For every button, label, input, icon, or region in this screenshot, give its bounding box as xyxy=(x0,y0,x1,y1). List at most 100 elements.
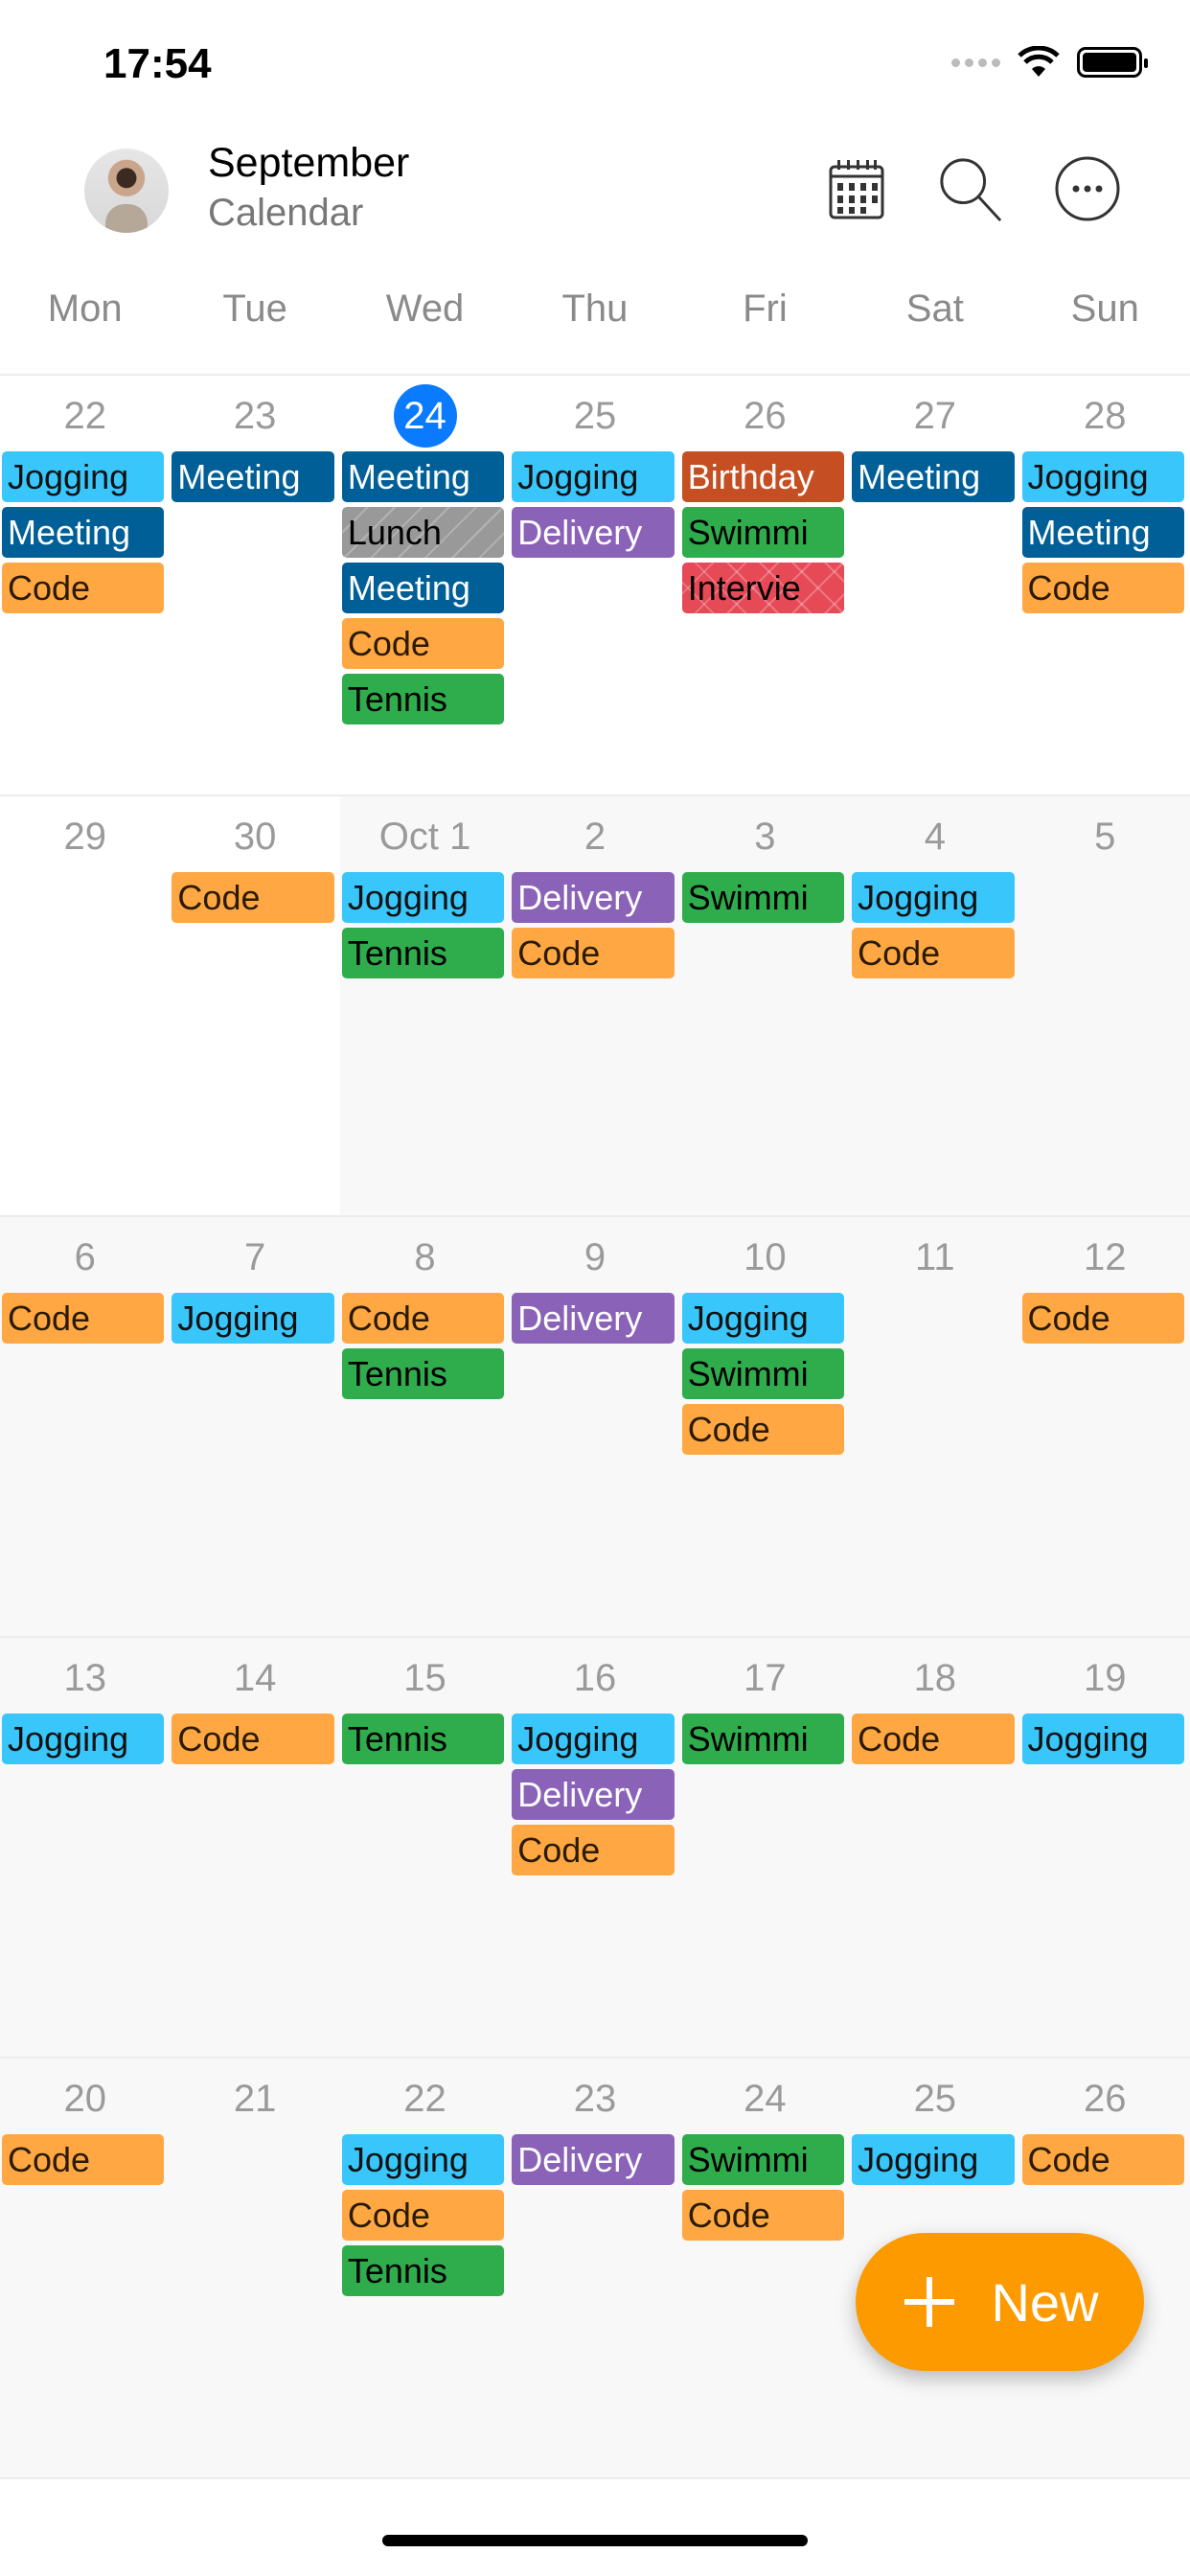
event-meeting[interactable]: Meeting xyxy=(852,451,1015,502)
event-code[interactable]: Code xyxy=(2,563,165,613)
home-indicator[interactable] xyxy=(382,2535,808,2546)
day-cell[interactable]: 29 xyxy=(0,796,170,1215)
day-cell[interactable]: 2 Delivery Code xyxy=(510,796,680,1215)
day-cell[interactable]: 3 Swimmi xyxy=(679,796,851,1215)
event-jogging[interactable]: Jogging xyxy=(852,2134,1015,2185)
day-cell[interactable]: 13 Jogging xyxy=(0,1638,171,2057)
event-tennis[interactable]: Tennis xyxy=(341,674,505,724)
day-number: 28 xyxy=(1020,387,1190,445)
day-cell[interactable]: 22 Jogging Code Tennis xyxy=(339,2058,511,2477)
day-number: 10 xyxy=(680,1229,850,1286)
event-jogging[interactable]: Jogging xyxy=(341,872,505,923)
event-meeting[interactable]: Meeting xyxy=(2,507,165,558)
day-cell[interactable]: 22 Jogging Meeting Code xyxy=(0,376,170,794)
event-swimmi[interactable]: Swimmi xyxy=(681,507,845,558)
event-code[interactable]: Code xyxy=(341,2190,505,2241)
event-jogging[interactable]: Jogging xyxy=(1021,451,1184,502)
day-number: 9 xyxy=(510,1229,679,1286)
day-cell[interactable]: 28 Jogging Meeting Code xyxy=(1020,376,1190,794)
event-code[interactable]: Code xyxy=(512,1825,675,1875)
event-delivery[interactable]: Delivery xyxy=(512,1293,675,1344)
day-cell[interactable]: 30 Code xyxy=(170,796,339,1215)
day-cell[interactable]: 20 Code xyxy=(0,2058,171,2477)
calendar-grid-icon[interactable] xyxy=(823,155,890,222)
event-meeting[interactable]: Meeting xyxy=(1021,507,1184,558)
week-row: 6 Code 7 Jogging 8 Code Tennis 9 Delivery 10 Joggi… xyxy=(0,1217,1190,1638)
event-code[interactable]: Code xyxy=(172,1714,334,1764)
new-event-button[interactable]: New xyxy=(856,2233,1144,2371)
event-tennis[interactable]: Tennis xyxy=(341,928,505,978)
event-code[interactable]: Code xyxy=(681,2190,845,2241)
day-cell[interactable]: 24 Swimmi Code xyxy=(679,2058,851,2477)
event-code[interactable]: Code xyxy=(852,1714,1015,1764)
event-tennis[interactable]: Tennis xyxy=(341,1348,505,1399)
event-swimmi[interactable]: Swimmi xyxy=(681,2134,845,2185)
day-cell[interactable]: 21 xyxy=(170,2058,340,2477)
day-number-text: 8 xyxy=(414,1236,436,1278)
event-lunch[interactable]: Lunch xyxy=(341,507,505,558)
more-icon[interactable] xyxy=(1054,155,1121,222)
day-cell[interactable]: 19 Jogging xyxy=(1019,1638,1190,2057)
event-delivery[interactable]: Delivery xyxy=(512,2134,675,2185)
event-meeting[interactable]: Meeting xyxy=(341,563,505,613)
event-tennis[interactable]: Tennis xyxy=(341,1714,505,1764)
event-birthday[interactable]: Birthday xyxy=(681,451,845,502)
day-cell[interactable]: 14 Code xyxy=(170,1638,340,2057)
day-cell[interactable]: 24 Meeting Lunch Meeting Code Tennis xyxy=(340,376,510,794)
day-cell[interactable]: Oct 1 Jogging Tennis xyxy=(339,796,511,1215)
event-code[interactable]: Code xyxy=(172,872,334,923)
day-cell[interactable]: 11 xyxy=(850,1217,1020,1636)
event-swimmi[interactable]: Swimmi xyxy=(681,1348,845,1399)
day-cell[interactable]: 17 Swimmi xyxy=(679,1638,851,2057)
day-cell[interactable]: 10 Jogging Swimmi Code xyxy=(679,1217,851,1636)
event-meeting[interactable]: Meeting xyxy=(172,451,334,502)
day-cell[interactable]: 9 Delivery xyxy=(510,1217,680,1636)
day-cell[interactable]: 16 Jogging Delivery Code xyxy=(510,1638,680,2057)
day-cell[interactable]: 25 Jogging Delivery xyxy=(510,376,679,794)
day-cell[interactable]: 6 Code xyxy=(0,1217,171,1636)
event-jogging[interactable]: Jogging xyxy=(2,451,165,502)
event-jogging[interactable]: Jogging xyxy=(512,1714,675,1764)
event-delivery[interactable]: Delivery xyxy=(512,507,675,558)
day-cell[interactable]: 26 Code xyxy=(1019,2058,1190,2477)
week-row: 22 Jogging Meeting Code 23 Meeting 24 Meeting Lu… xyxy=(0,376,1190,796)
day-cell[interactable]: 12 Code xyxy=(1019,1217,1190,1636)
event-code[interactable]: Code xyxy=(852,928,1015,978)
event-jogging[interactable]: Jogging xyxy=(341,2134,505,2185)
day-cell[interactable]: 15 Tennis xyxy=(339,1638,511,2057)
day-cell[interactable]: 7 Jogging xyxy=(170,1217,340,1636)
day-cell[interactable]: 27 Meeting xyxy=(850,376,1019,794)
avatar[interactable] xyxy=(84,149,169,233)
event-code[interactable]: Code xyxy=(2,2134,165,2185)
event-tennis[interactable]: Tennis xyxy=(341,2245,505,2296)
day-cell[interactable]: 18 Code xyxy=(850,1638,1020,2057)
event-intervie[interactable]: Intervie xyxy=(682,563,845,613)
event-code[interactable]: Code xyxy=(1021,563,1184,613)
event-jogging[interactable]: Jogging xyxy=(172,1293,334,1344)
event-jogging[interactable]: Jogging xyxy=(1021,1714,1184,1764)
day-cell[interactable]: 23 Meeting xyxy=(170,376,339,794)
day-cell[interactable]: 26 Birthday Swimmi Intervie xyxy=(680,376,850,794)
event-delivery[interactable]: Delivery xyxy=(512,872,675,923)
day-cell[interactable]: 4 Jogging Code xyxy=(850,796,1020,1215)
event-jogging[interactable]: Jogging xyxy=(681,1293,845,1344)
event-code[interactable]: Code xyxy=(512,928,675,978)
event-code[interactable]: Code xyxy=(341,618,505,669)
search-icon[interactable] xyxy=(937,155,1004,222)
event-swimmi[interactable]: Swimmi xyxy=(681,872,845,923)
event-jogging[interactable]: Jogging xyxy=(2,1714,165,1764)
event-swimmi[interactable]: Swimmi xyxy=(681,1714,845,1764)
event-jogging[interactable]: Jogging xyxy=(852,872,1015,923)
event-meeting[interactable]: Meeting xyxy=(341,451,505,502)
event-delivery[interactable]: Delivery xyxy=(512,1769,675,1820)
day-number-text: 24 xyxy=(393,384,457,448)
day-cell[interactable]: 8 Code Tennis xyxy=(339,1217,511,1636)
day-cell[interactable]: 23 Delivery xyxy=(510,2058,680,2477)
event-jogging[interactable]: Jogging xyxy=(512,451,675,502)
event-code[interactable]: Code xyxy=(1021,1293,1184,1344)
event-code[interactable]: Code xyxy=(1021,2134,1184,2185)
day-cell[interactable]: 5 xyxy=(1019,796,1190,1215)
event-code[interactable]: Code xyxy=(2,1293,165,1344)
event-code[interactable]: Code xyxy=(681,1404,845,1455)
event-code[interactable]: Code xyxy=(341,1293,505,1344)
